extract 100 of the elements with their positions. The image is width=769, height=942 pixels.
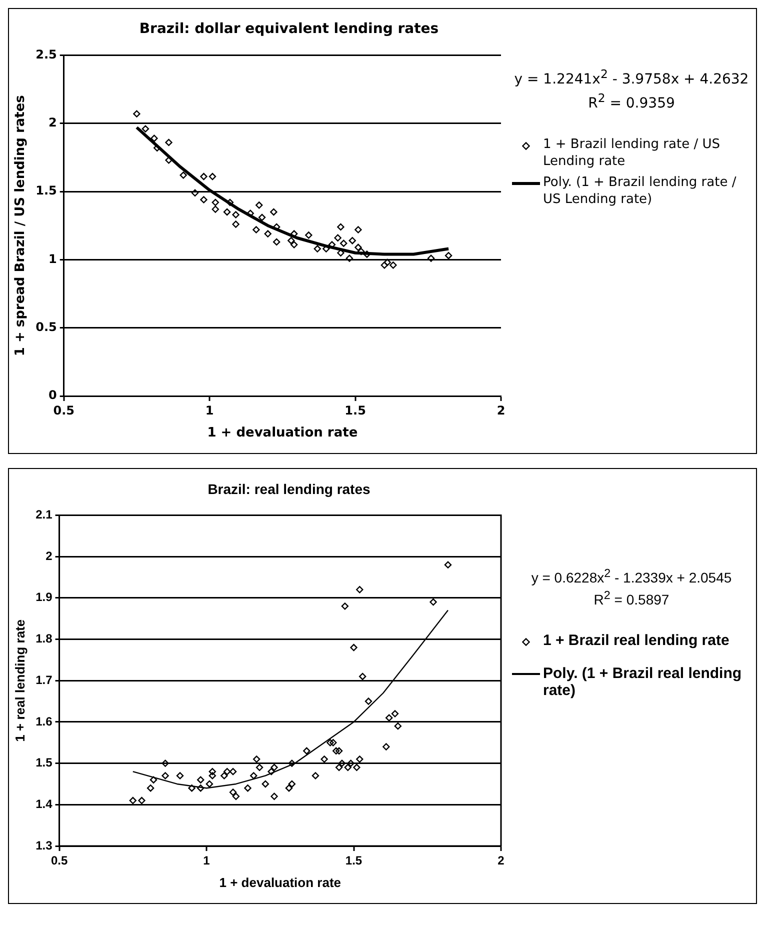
point <box>338 760 346 767</box>
y-tick-label: 0.5 <box>36 320 57 334</box>
text: R$^{2}$ = 0.9359 <box>587 90 676 112</box>
point <box>320 756 328 763</box>
point <box>427 254 435 262</box>
point <box>270 792 278 800</box>
x-axis-title: 1 + devaluation rate <box>219 874 342 890</box>
point <box>444 561 452 568</box>
point <box>165 138 172 146</box>
point <box>356 586 364 594</box>
point <box>353 764 360 772</box>
point <box>394 722 402 730</box>
point <box>252 756 260 763</box>
point <box>330 739 337 746</box>
point <box>346 254 354 262</box>
y-tick-label: 2.1 <box>36 508 53 522</box>
y-tick-label: 1.3 <box>36 838 53 852</box>
point <box>232 792 240 800</box>
point <box>380 262 388 269</box>
point <box>335 764 343 772</box>
y-tick-label: 1.8 <box>36 632 53 646</box>
point <box>208 172 216 180</box>
point <box>347 760 354 767</box>
point <box>208 772 216 780</box>
point <box>364 698 372 705</box>
point <box>200 196 208 204</box>
point <box>258 214 266 222</box>
legend-label: Poly. (1 + Brazil real lending rate) <box>543 665 743 700</box>
point <box>354 226 362 234</box>
point <box>386 714 393 722</box>
x-tick-label: 1 <box>203 854 210 868</box>
point <box>288 236 295 244</box>
x-tick-label: 1.5 <box>344 403 366 418</box>
point <box>180 172 187 179</box>
point <box>165 156 172 164</box>
y-tick-label: 0 <box>48 388 57 402</box>
point <box>212 206 219 213</box>
point <box>229 788 237 796</box>
point <box>341 602 349 610</box>
x-axis-title: 1 + devaluation rate <box>207 426 358 441</box>
point <box>335 747 343 754</box>
point <box>444 252 452 260</box>
point <box>229 768 237 776</box>
point <box>244 784 252 792</box>
point <box>290 241 298 248</box>
point <box>150 134 158 142</box>
legend-label: Poly. (1 + Brazil lending rate / US Lending rate) <box>543 174 738 208</box>
point <box>270 208 278 216</box>
chart-title: Brazil: real lending rates <box>206 481 372 497</box>
point <box>350 644 358 652</box>
point <box>264 230 272 238</box>
point <box>176 772 184 780</box>
x-tick-label: 1.5 <box>345 854 362 868</box>
point <box>142 125 150 132</box>
legend-label: 1 + Brazil real lending rate <box>543 632 730 650</box>
chart-title: Brazil: dollar equivalent lending rates <box>138 21 440 37</box>
point <box>344 764 352 772</box>
y-tick-label: 1.7 <box>36 672 53 687</box>
point <box>270 764 278 772</box>
y-tick-label: 1 <box>48 252 57 266</box>
point <box>129 796 136 804</box>
x-tick-label: 2 <box>498 854 505 868</box>
text: y = 0.6228x$^{2}$ - 1.2339x + 2.0545 <box>530 566 733 587</box>
point <box>197 776 204 784</box>
point <box>232 211 240 218</box>
point <box>312 772 320 780</box>
point <box>252 226 260 234</box>
point <box>256 764 264 772</box>
point <box>232 220 240 228</box>
y-tick-label: 1.5 <box>36 184 57 198</box>
point <box>354 244 362 252</box>
point <box>200 172 208 180</box>
point <box>334 234 342 242</box>
point <box>332 747 340 754</box>
text: y = 1.2241x$^{2}$ - 3.9758x + 4.2632 <box>513 66 750 89</box>
x-tick-label: 1 <box>205 403 214 418</box>
point <box>162 760 169 767</box>
point <box>212 198 219 206</box>
point <box>384 258 391 266</box>
point <box>224 768 231 776</box>
point <box>273 223 280 231</box>
point <box>340 240 348 247</box>
point <box>206 780 214 788</box>
point <box>208 768 216 776</box>
point <box>262 780 270 788</box>
point <box>348 236 356 244</box>
point <box>391 710 399 718</box>
point <box>358 672 366 680</box>
point <box>223 208 231 216</box>
point <box>382 743 390 750</box>
y-tick-label: 1.6 <box>36 714 53 728</box>
y-tick-label: 1.9 <box>36 590 53 604</box>
point <box>430 598 437 606</box>
legend-label: 1 + Brazil lending rate / US Lending rate <box>543 136 721 170</box>
point <box>268 768 275 776</box>
x-tick-label: 2 <box>496 403 506 418</box>
y-tick-label: 2 <box>48 115 57 130</box>
point <box>285 784 293 792</box>
point <box>337 223 344 231</box>
point <box>390 262 397 269</box>
